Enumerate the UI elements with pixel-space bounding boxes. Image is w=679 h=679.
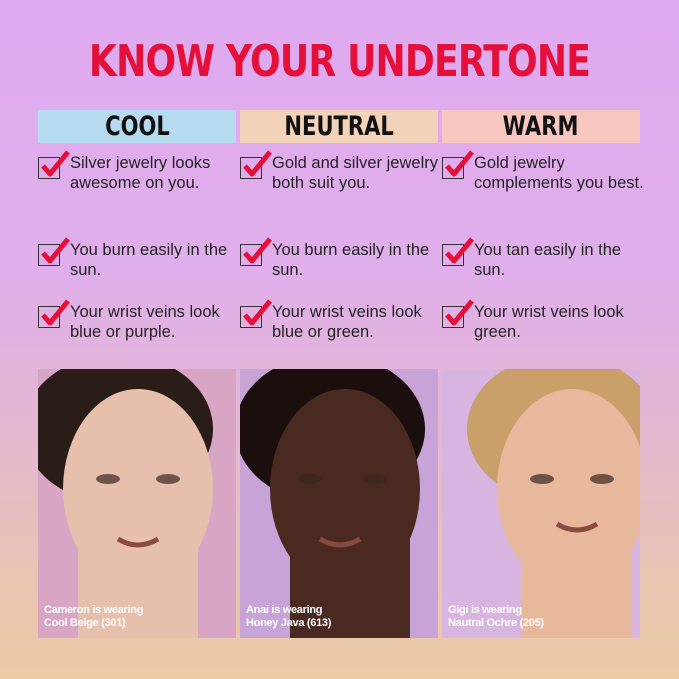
checklist-text: Gold and silver jewelry both suit you. <box>272 154 438 192</box>
model-caption: Anai is wearing Honey Java (613) <box>246 604 331 630</box>
checkbox-checked-icon <box>240 150 272 179</box>
portrait-illustration <box>467 369 640 638</box>
column-header-label: NEUTRAL <box>284 111 394 142</box>
checklist-text: Your wrist veins look green. <box>474 303 624 341</box>
checklist-text: Your wrist veins look blue or green. <box>272 303 422 341</box>
page-title: KNOW YOUR UNDERTONE <box>88 36 591 87</box>
model-photo: Cameron is wearing Cool Beige (301) <box>38 369 236 638</box>
checkbox-checked-icon <box>38 237 70 266</box>
shade-name: Cool Beige (301) <box>44 617 126 629</box>
column-header: COOL <box>38 110 236 143</box>
checkbox-checked-icon <box>240 237 272 266</box>
checkbox-checked-icon <box>38 150 70 179</box>
model-caption: Gigi is wearing Nautral Ochre (205) <box>448 604 544 630</box>
checklist-item: You burn easily in the sun. <box>240 237 442 280</box>
column-warm: WARM Gold jewelry complements you best. … <box>442 110 644 341</box>
checklist-text: Your wrist veins look blue or purple. <box>70 303 220 341</box>
model-caption: Cameron is wearing Cool Beige (301) <box>44 604 143 630</box>
checklist-text: Gold jewelry complements you best. <box>474 154 644 192</box>
caption-line: Anai is wearing <box>246 604 323 616</box>
checklist-item: You burn easily in the sun. <box>38 237 240 280</box>
portrait-illustration <box>240 369 425 638</box>
checklist-text: Silver jewelry looks awesome on you. <box>70 154 211 192</box>
shade-name: Honey Java (613) <box>246 617 332 629</box>
portrait-illustration <box>38 369 213 638</box>
column-header-label: WARM <box>503 111 579 142</box>
column-cool: COOL Silver jewelry looks awesome on you… <box>38 110 236 341</box>
checklist-item: Your wrist veins look green. <box>442 299 644 342</box>
checklist-item: Gold jewelry complements you best. <box>442 150 644 193</box>
checkbox-checked-icon <box>38 299 70 328</box>
checklist-text: You burn easily in the sun. <box>70 241 228 279</box>
checklist-item: Silver jewelry looks awesome on you. <box>38 150 240 193</box>
shade-name: Nautral Ochre (205) <box>448 617 544 629</box>
column-neutral: NEUTRAL Gold and silver jewelry both sui… <box>240 110 438 341</box>
checkbox-checked-icon <box>442 150 474 179</box>
caption-line: Gigi is wearing <box>448 604 522 616</box>
checklist-text: You burn easily in the sun. <box>272 241 430 279</box>
checkbox-checked-icon <box>442 237 474 266</box>
checklist-item: Your wrist veins look blue or green. <box>240 299 442 342</box>
checklist-text: You tan easily in the sun. <box>474 241 622 279</box>
checklist-item: You tan easily in the sun. <box>442 237 644 280</box>
column-header-label: COOL <box>104 111 170 142</box>
model-photo: Gigi is wearing Nautral Ochre (205) <box>442 369 640 638</box>
checklist-item: Gold and silver jewelry both suit you. <box>240 150 442 193</box>
model-photo: Anai is wearing Honey Java (613) <box>240 369 438 638</box>
column-header: NEUTRAL <box>240 110 438 143</box>
checkbox-checked-icon <box>442 299 474 328</box>
checklist-item: Your wrist veins look blue or purple. <box>38 299 240 342</box>
caption-line: Cameron is wearing <box>44 604 144 616</box>
column-header: WARM <box>442 110 640 143</box>
checkbox-checked-icon <box>240 299 272 328</box>
